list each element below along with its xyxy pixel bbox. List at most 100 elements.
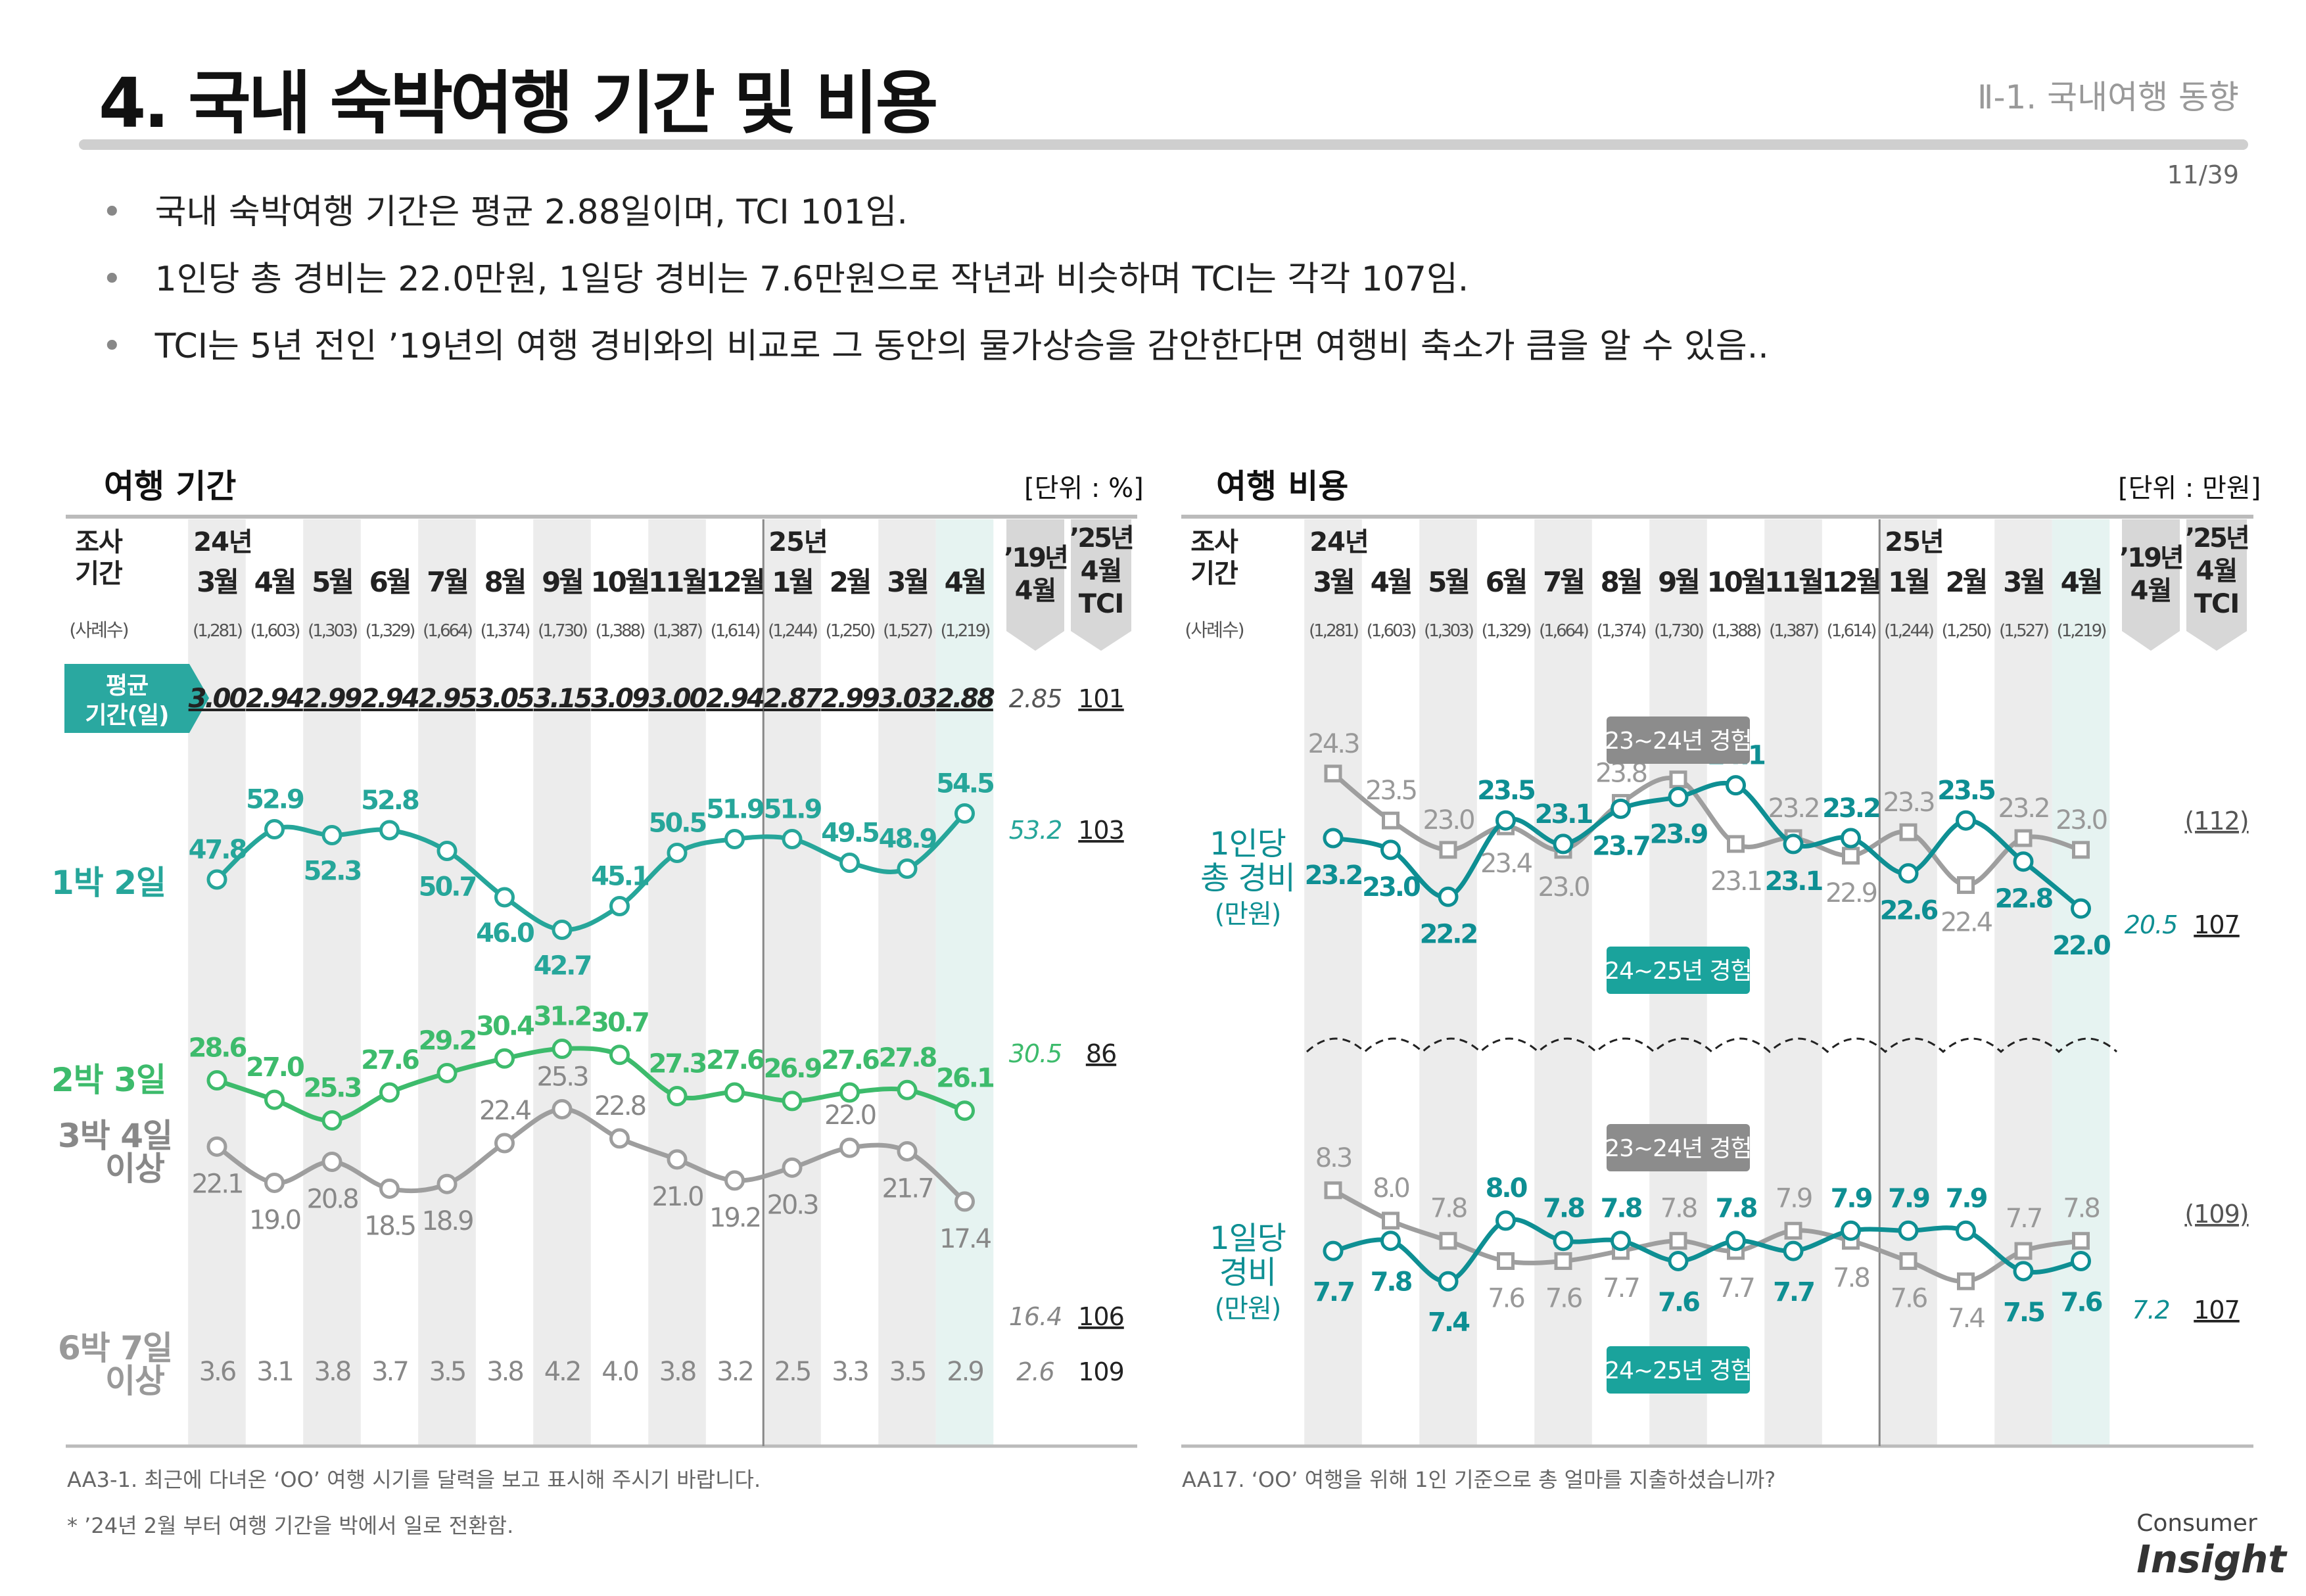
series-2n3d-marker (609, 1044, 630, 1066)
cost-prev-label: 24.3 (1307, 729, 1359, 759)
series-3n4d-label: 18.9 (421, 1206, 473, 1236)
month-label: 4월 (1371, 566, 1411, 598)
daily-curr-series-marker (2071, 1250, 2091, 1271)
series-3n4d-marker (264, 1172, 285, 1193)
series-2n3d-marker (379, 1082, 400, 1103)
cost-curr-series-marker (1726, 775, 1746, 796)
cost-prev-banner-box (1607, 716, 1750, 764)
series-6n7d-label: 2.5 (774, 1357, 811, 1387)
series-3n4d-label: 22.8 (594, 1091, 646, 1121)
month-label: 8월 (1601, 566, 1641, 598)
series-6n7d-label: 4.0 (601, 1357, 638, 1387)
series-6n7d-label: 4.2 (544, 1357, 580, 1387)
duration-footnote-2: * ’24년 2월 부터 여행 기간을 박에서 일로 전환함. (67, 1513, 514, 1538)
series-1n2d-marker (667, 843, 688, 863)
series-2n3d-tci: 86 (1086, 1039, 1116, 1068)
series-1n2d-label: 42.7 (534, 951, 591, 981)
daily-prev-series-marker (1899, 1252, 1918, 1270)
series-1n2d-label: 50.5 (649, 809, 707, 839)
month-column-shade (1994, 519, 2052, 1446)
cost-prev-label: 23.0 (1538, 872, 1589, 903)
row-header-label: 조사 (1190, 527, 1238, 557)
series-6n7d-label: 3.5 (889, 1357, 926, 1387)
daily-prev-label: 7.6 (1891, 1283, 1927, 1313)
tci-header-label: TCI (2194, 589, 2240, 619)
cost-curr-label: 23.5 (1937, 776, 1995, 806)
month-label: 10월 (1706, 566, 1764, 598)
series-1n2d-marker (206, 869, 227, 890)
avg-row-label: 평균 (106, 672, 148, 699)
daily-prev-label: 7.9 (1776, 1183, 1812, 1213)
daily-prev-series-marker (1382, 1211, 1400, 1230)
series-3n4d-marker (839, 1137, 860, 1158)
month-column-shade (1764, 519, 1822, 1446)
sample-size: (1,374) (1597, 621, 1646, 641)
sample-size: (1,250) (1942, 621, 1991, 641)
daily-prev-label: 7.7 (1718, 1273, 1754, 1303)
cost-curr-label: 23.2 (1305, 860, 1362, 891)
cost-curr-y2019: 20.5 (2125, 910, 2178, 939)
sample-size: (1,329) (1482, 621, 1531, 641)
series-3n4d-label: 17.4 (939, 1224, 991, 1254)
daily-prev-label: 7.7 (2006, 1204, 2042, 1234)
month-label: 3월 (887, 566, 928, 598)
sample-size: (1,281) (1309, 621, 1358, 641)
daily-curr-label: 7.9 (1831, 1183, 1872, 1213)
cost-curr-series-marker (1553, 833, 1574, 855)
daily-curr-series-marker (1553, 1231, 1574, 1252)
cost-curr-label: 23.0 (1362, 872, 1420, 903)
series-3n4d-marker (494, 1133, 515, 1154)
series-2n3d-marker (321, 1110, 342, 1131)
y2019-header-label: 4월 (2130, 576, 2172, 606)
series-3n4d-label: 25.3 (536, 1062, 588, 1092)
series-1n2d-label: 54.5 (936, 769, 994, 799)
series-3n4d-label: 22.1 (191, 1169, 242, 1199)
cost-prev-series-marker (1899, 823, 1918, 841)
logo-line2: Insight (2136, 1537, 2286, 1582)
series-2n3d-marker (839, 1082, 860, 1103)
daily-prev-series-marker (2014, 1242, 2033, 1260)
daily-curr-series-marker (1956, 1220, 1976, 1241)
daily-curr-label: 7.7 (1313, 1277, 1353, 1307)
series-6n7d-label: 3.2 (717, 1357, 753, 1387)
series-3n4d-marker (724, 1170, 745, 1191)
series-2n3d-label: 26.1 (936, 1064, 994, 1094)
series-3n4d-marker (897, 1140, 918, 1162)
series-6n7d-label: 3.1 (256, 1357, 293, 1387)
cost-curr-series-marker (1956, 810, 1976, 831)
cost-prev-label: 22.9 (1825, 878, 1877, 908)
cost-prev-label: 23.2 (1998, 793, 2048, 824)
series-3n4d-marker (667, 1149, 688, 1170)
series-3n4d-marker (552, 1098, 573, 1119)
month-label: 11월 (1764, 566, 1822, 598)
series-3n4d-marker (206, 1136, 227, 1157)
tci-header-label: 4월 (2196, 556, 2238, 586)
sample-size: (1,387) (653, 621, 702, 641)
sample-size: (1,614) (711, 621, 760, 641)
daily-prev-label: 7.4 (1948, 1303, 1985, 1334)
row-header-label: 조사 (75, 527, 123, 557)
series-6n7d-tci: 109 (1078, 1357, 1124, 1386)
series-6n7d-label: 3.8 (314, 1357, 350, 1387)
series-6n7d-name: 6박 7일 (58, 1329, 172, 1367)
cost-curr-label: 23.9 (1650, 820, 1708, 850)
series-3n4d-marker (609, 1128, 630, 1149)
month-column-shade (1879, 519, 1937, 1446)
series-2n3d-label: 27.0 (246, 1052, 304, 1083)
cost-footnote: AA17. ‘OO’ 여행을 위해 1인 기준으로 총 얼마를 지출하셨습니까? (1182, 1467, 1776, 1492)
cost-prev-label: 23.3 (1883, 787, 1934, 818)
series-3n4d-name: 3박 4일 (58, 1117, 172, 1155)
tci-header-tab (2186, 519, 2247, 651)
month-label: 6월 (1486, 566, 1526, 598)
daily-curr-series-marker (1495, 1210, 1516, 1231)
daily-prev-series-marker (1957, 1272, 1975, 1290)
cost-curr-label: 23.1 (1765, 866, 1823, 897)
axis-break-wave (1306, 1037, 2118, 1054)
series-1n2d-marker (782, 829, 803, 849)
avg-value: 2.87 (764, 684, 823, 714)
daily-prev-series-marker (1669, 1232, 1687, 1250)
daily-curr-series-marker (2013, 1261, 2034, 1282)
cost-prev-series-marker (2072, 841, 2090, 859)
daily-curr-series-marker (1668, 1250, 1689, 1271)
cost-curr-series-marker (1841, 828, 1861, 849)
